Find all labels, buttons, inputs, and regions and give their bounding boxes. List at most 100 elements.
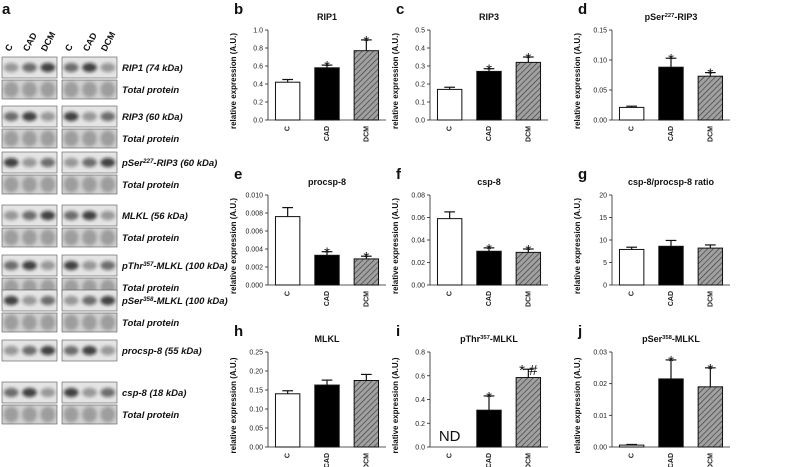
y-tick-label: 0.4	[415, 397, 425, 404]
y-tick-label: 0.8	[415, 350, 425, 357]
lane-label: CAD	[81, 31, 99, 53]
bar	[274, 81, 301, 121]
blot-label: MLKL (56 kDa)	[122, 211, 188, 222]
blot-label-part: 357	[143, 261, 154, 268]
bar	[515, 251, 542, 286]
band	[40, 157, 56, 168]
bar	[697, 75, 724, 121]
panel-label: g	[578, 166, 587, 183]
band	[82, 62, 97, 73]
x-tick-label: C	[285, 126, 292, 131]
panel-label: e	[234, 166, 242, 183]
band	[100, 387, 116, 398]
x-tick-label: C	[447, 453, 454, 458]
y-tick-label: 0.010	[245, 193, 263, 200]
annotation: *	[525, 50, 531, 67]
chart-title: csp-8	[477, 177, 501, 187]
chart-title: csp-8/procsp-8 ratio	[628, 177, 715, 187]
band	[100, 111, 116, 122]
total-label: Total protein	[122, 85, 179, 96]
y-axis-label: relative expression (A.U.)	[391, 198, 400, 294]
y-tick-label: 0.00	[593, 118, 607, 125]
x-tick-label: CAD	[486, 453, 493, 467]
bar	[618, 106, 645, 121]
y-tick-label: 0.10	[593, 58, 607, 65]
total-label: Total protein	[122, 134, 179, 145]
protein-smear	[63, 314, 79, 331]
annotation: ND	[439, 428, 461, 445]
band	[22, 387, 37, 398]
panel-label: b	[234, 1, 243, 18]
bar	[658, 245, 684, 286]
y-tick-label: 0.02	[593, 381, 607, 388]
chart-title-part: -RIP3	[674, 12, 697, 22]
y-tick-label: 0.000	[245, 283, 263, 290]
chart-title-part: 358	[662, 335, 673, 341]
protein-smear	[3, 176, 19, 193]
total-label: Total protein	[122, 233, 179, 244]
protein-smear	[63, 406, 79, 423]
blot-label-part: 227	[142, 158, 154, 165]
panel-label: d	[578, 1, 587, 18]
protein-smear	[63, 229, 79, 246]
band	[3, 111, 19, 122]
x-tick-label: C	[629, 453, 636, 458]
lane-label: DCM	[99, 30, 117, 53]
band	[100, 295, 116, 306]
blot-label-part: -RIP3 (60 kDa)	[153, 158, 217, 169]
x-tick-label: DCM	[363, 453, 370, 467]
blot-label-part: -MLKL (100 kDa)	[153, 261, 227, 272]
x-tick-label: DCM	[707, 453, 714, 467]
annotation: *	[363, 249, 369, 266]
panel-label: a	[2, 1, 11, 18]
band	[100, 62, 116, 73]
blot-label-part: RIP1 (74 kDa)	[122, 63, 183, 74]
protein-smear	[100, 229, 116, 246]
lane-label: CAD	[21, 31, 39, 53]
x-tick-label: DCM	[525, 291, 532, 307]
y-axis-label: relative expression (A.U.)	[229, 198, 238, 294]
bar	[436, 218, 463, 286]
bar	[476, 409, 502, 448]
band	[3, 345, 19, 356]
chart-title: MLKL	[315, 334, 340, 344]
blot-label: pSer227-RIP3 (60 kDa)	[121, 158, 217, 170]
chart-title-part: pSer	[645, 12, 666, 22]
annotation: *	[486, 62, 492, 79]
band	[100, 157, 116, 168]
bar	[314, 384, 340, 448]
band	[40, 111, 56, 122]
annotation: *	[324, 245, 330, 262]
bar	[353, 50, 380, 121]
lane-label: C	[63, 42, 75, 53]
protein-smear	[3, 229, 19, 246]
band	[22, 210, 37, 221]
protein-smear	[3, 81, 19, 98]
protein-smear	[40, 130, 56, 147]
y-tick-label: 1.0	[253, 28, 263, 35]
y-axis-label: relative expression (A.U.)	[391, 33, 400, 129]
band	[3, 295, 19, 306]
band	[63, 295, 79, 306]
protein-smear	[82, 176, 97, 193]
protein-smear	[100, 406, 116, 423]
protein-smear	[82, 130, 97, 147]
protein-smear	[63, 81, 79, 98]
band	[63, 62, 79, 73]
protein-smear	[63, 130, 79, 147]
band	[63, 345, 79, 356]
chart-title: procsp-8	[308, 177, 346, 187]
protein-smear	[100, 176, 116, 193]
annotation: *	[707, 66, 713, 83]
y-tick-label: 0.04	[411, 238, 425, 245]
band	[100, 210, 116, 221]
bar	[697, 386, 724, 448]
protein-smear	[40, 406, 56, 423]
protein-smear	[82, 81, 97, 98]
y-tick-label: 0.002	[245, 265, 263, 272]
bar	[515, 61, 542, 121]
y-tick-label: 0.05	[593, 88, 607, 95]
blot-label: RIP3 (60 kDa)	[122, 112, 183, 123]
x-tick-label: C	[285, 291, 292, 296]
protein-smear	[40, 229, 56, 246]
